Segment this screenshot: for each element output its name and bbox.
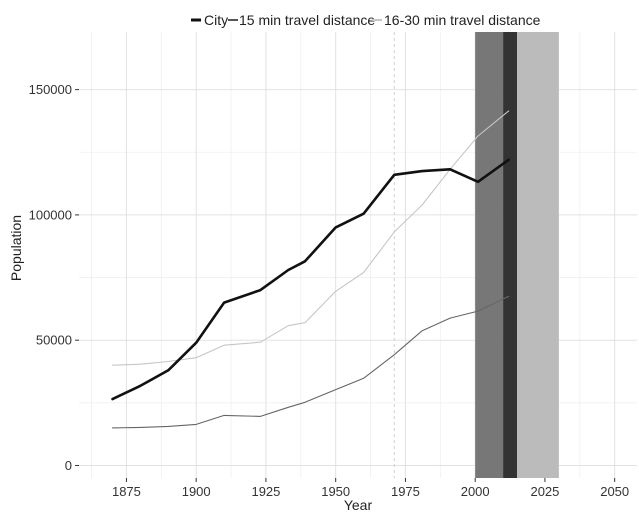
y-tick-label: 150000 — [29, 82, 72, 97]
x-axis-title: Year — [344, 497, 373, 513]
series-line — [111, 295, 510, 429]
legend-label-16-30-min: 16-30 min travel distance — [384, 12, 541, 28]
x-tick-label: 2050 — [600, 484, 629, 499]
shaded-bands — [475, 32, 559, 478]
x-tick-label: 1975 — [391, 484, 420, 499]
series-lines — [111, 110, 511, 429]
x-tick-label: 2025 — [530, 484, 559, 499]
y-tick-label: 100000 — [29, 207, 72, 222]
legend: City 15 min travel distance 16-30 min tr… — [191, 12, 541, 28]
legend-label-city: City — [204, 12, 228, 28]
y-tick-label: 50000 — [36, 333, 72, 348]
shaded-band — [475, 32, 504, 478]
x-tick-label: 1875 — [112, 484, 141, 499]
x-tick-label: 1925 — [251, 484, 280, 499]
shaded-band — [517, 32, 559, 478]
y-axis-title: Population — [8, 215, 24, 281]
x-tick-label: 1950 — [321, 484, 350, 499]
legend-label-15-min: 15 min travel distance — [239, 12, 375, 28]
x-tick-label: 2000 — [461, 484, 490, 499]
axes: 1875 1900 1925 1950 1975 2000 2025 2050 0 50000 10… — [29, 82, 630, 499]
shaded-band — [503, 32, 518, 478]
series-line — [111, 158, 511, 401]
y-tick-label: 0 — [65, 458, 72, 473]
x-tick-label: 1900 — [182, 484, 211, 499]
